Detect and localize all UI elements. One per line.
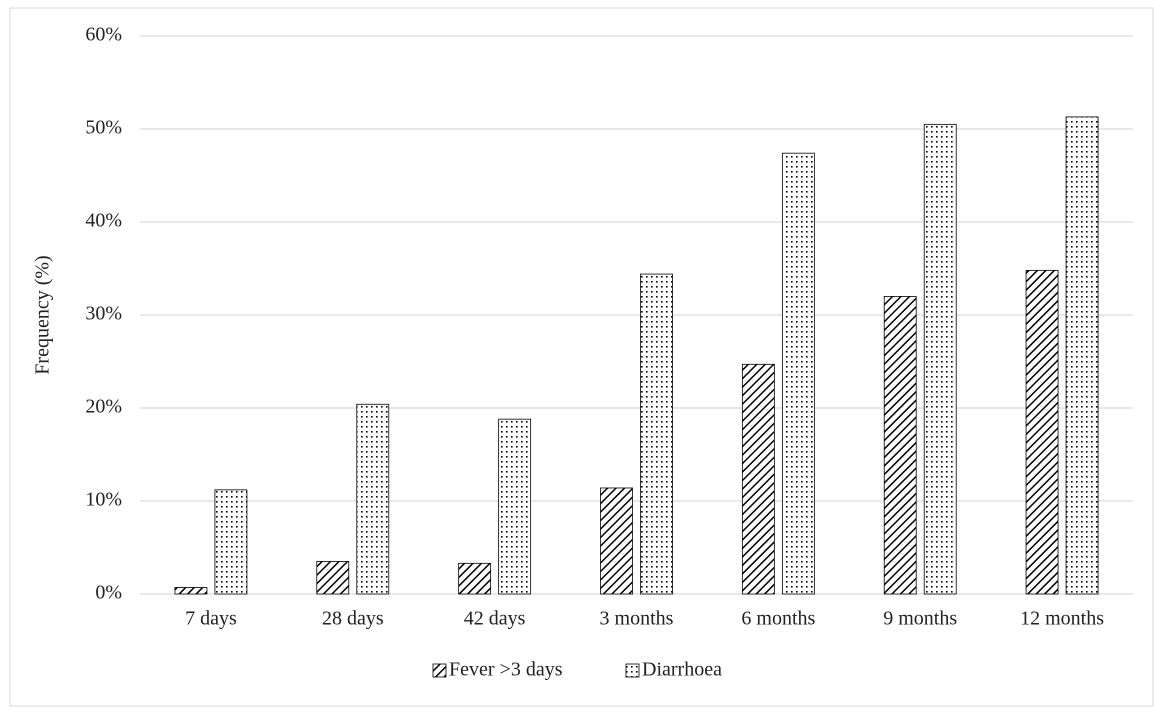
x-tick-label: 7 days: [185, 608, 237, 630]
bar: [741, 363, 775, 595]
bar: [458, 562, 492, 595]
x-tick-label: 28 days: [322, 608, 384, 630]
x-tick-label: 12 months: [1020, 608, 1104, 630]
x-tick-label: 42 days: [464, 608, 526, 630]
bar: [923, 123, 957, 595]
y-tick-label: 30%: [85, 303, 122, 325]
x-tick-label: 6 months: [741, 608, 815, 630]
legend-label: Diarrhoea: [642, 659, 722, 681]
y-tick-label: 40%: [85, 210, 122, 232]
y-tick-label: 0%: [95, 582, 122, 604]
bar: [883, 295, 917, 595]
y-tick-label: 20%: [85, 396, 122, 418]
bar: [498, 418, 532, 595]
bar: [781, 152, 815, 595]
y-tick-label: 50%: [85, 117, 122, 139]
x-tick-label: 9 months: [883, 608, 957, 630]
y-tick-label: 60%: [85, 24, 122, 46]
bar: [174, 587, 208, 595]
legend-swatch: [432, 663, 447, 678]
x-tick-label: 3 months: [600, 608, 674, 630]
bar: [214, 489, 248, 595]
bar: [600, 487, 633, 595]
chart-border: [9, 7, 1154, 707]
y-tick-label: 10%: [85, 489, 122, 511]
bar: [316, 561, 350, 595]
bar: [1025, 269, 1059, 595]
legend-label: Fever >3 days: [449, 659, 563, 681]
bar: [356, 403, 390, 595]
y-axis-title: Frequency (%): [32, 255, 54, 374]
legend-swatch: [625, 663, 640, 678]
bar: [1065, 116, 1099, 595]
bar: [640, 273, 673, 595]
